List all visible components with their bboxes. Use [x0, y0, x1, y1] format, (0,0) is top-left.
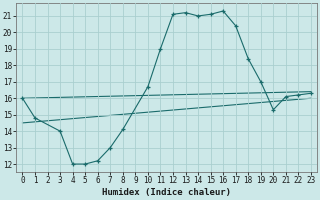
X-axis label: Humidex (Indice chaleur): Humidex (Indice chaleur) [102, 188, 231, 197]
